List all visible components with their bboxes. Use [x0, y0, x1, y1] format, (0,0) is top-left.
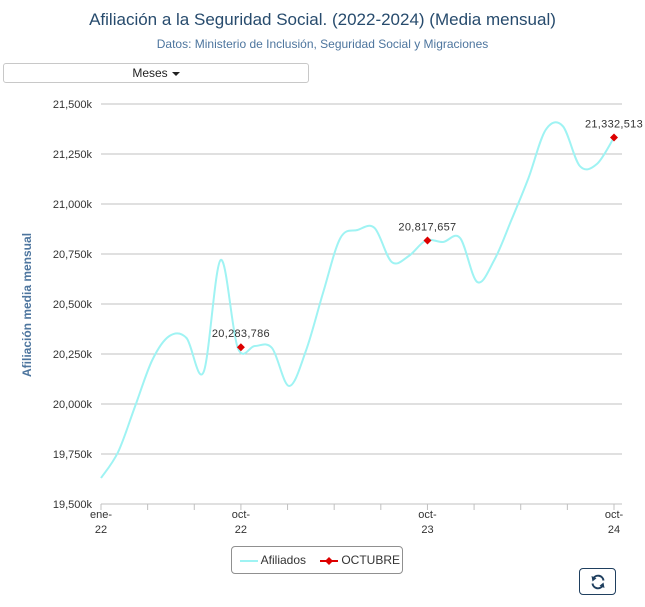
x-tick-label: oct- [605, 509, 624, 521]
y-tick-label: 19,500k [53, 499, 93, 511]
legend-label-octubre: OCTUBRE [341, 553, 401, 567]
y-tick-label: 20,750k [53, 249, 93, 261]
chart-title: Afiliación a la Seguridad Social. (2022-… [89, 10, 556, 29]
x-tick-label: 22 [95, 524, 107, 536]
octubre-marker[interactable] [423, 236, 432, 245]
y-tick-label: 20,000k [53, 399, 93, 411]
series-line-afiliados[interactable] [100, 121, 615, 479]
octubre-data-label: 20,817,657 [398, 221, 456, 233]
line-chart: 19,500k 19,750k 20,000k 20,250k 20,500k 20,75… [20, 99, 643, 536]
chart-legend: Afiliados OCTUBRE [231, 546, 403, 574]
y-tick-label: 21,250k [53, 149, 93, 161]
octubre-data-label: 21,332,513 [585, 118, 643, 130]
x-tick-label: 23 [421, 524, 433, 536]
legend-item-afiliados[interactable]: Afiliados [240, 553, 306, 567]
diamond-swatch-icon [320, 556, 338, 565]
octubre-data-label: 20,283,786 [212, 328, 270, 340]
chart-subtitle: Datos: Ministerio de Inclusión, Segurida… [156, 37, 489, 51]
y-tick-label: 20,500k [53, 299, 93, 311]
x-tick-label: oct- [418, 509, 437, 521]
legend-label-afiliados: Afiliados [260, 553, 307, 567]
line-swatch-icon [240, 559, 258, 562]
legend-item-octubre[interactable]: OCTUBRE [320, 553, 400, 567]
y-tick-label: 20,250k [53, 349, 93, 361]
x-tick-label: 24 [608, 524, 620, 536]
y-axis-label: Afiliación media mensual [20, 233, 34, 377]
x-tick-label: oct- [232, 509, 251, 521]
refresh-icon [591, 574, 604, 589]
x-tick-label: ene- [90, 509, 112, 521]
y-tick-label: 21,000k [53, 199, 93, 211]
period-dropdown-label: Meses [132, 66, 168, 80]
x-tick-label: 22 [235, 524, 247, 536]
refresh-button[interactable] [579, 568, 616, 595]
octubre-marker[interactable] [610, 133, 618, 142]
y-tick-label: 19,750k [53, 449, 93, 461]
period-dropdown[interactable]: Meses [3, 63, 309, 83]
caret-down-icon [171, 71, 180, 76]
y-tick-label: 21,500k [53, 99, 93, 111]
octubre-marker[interactable] [236, 343, 245, 352]
